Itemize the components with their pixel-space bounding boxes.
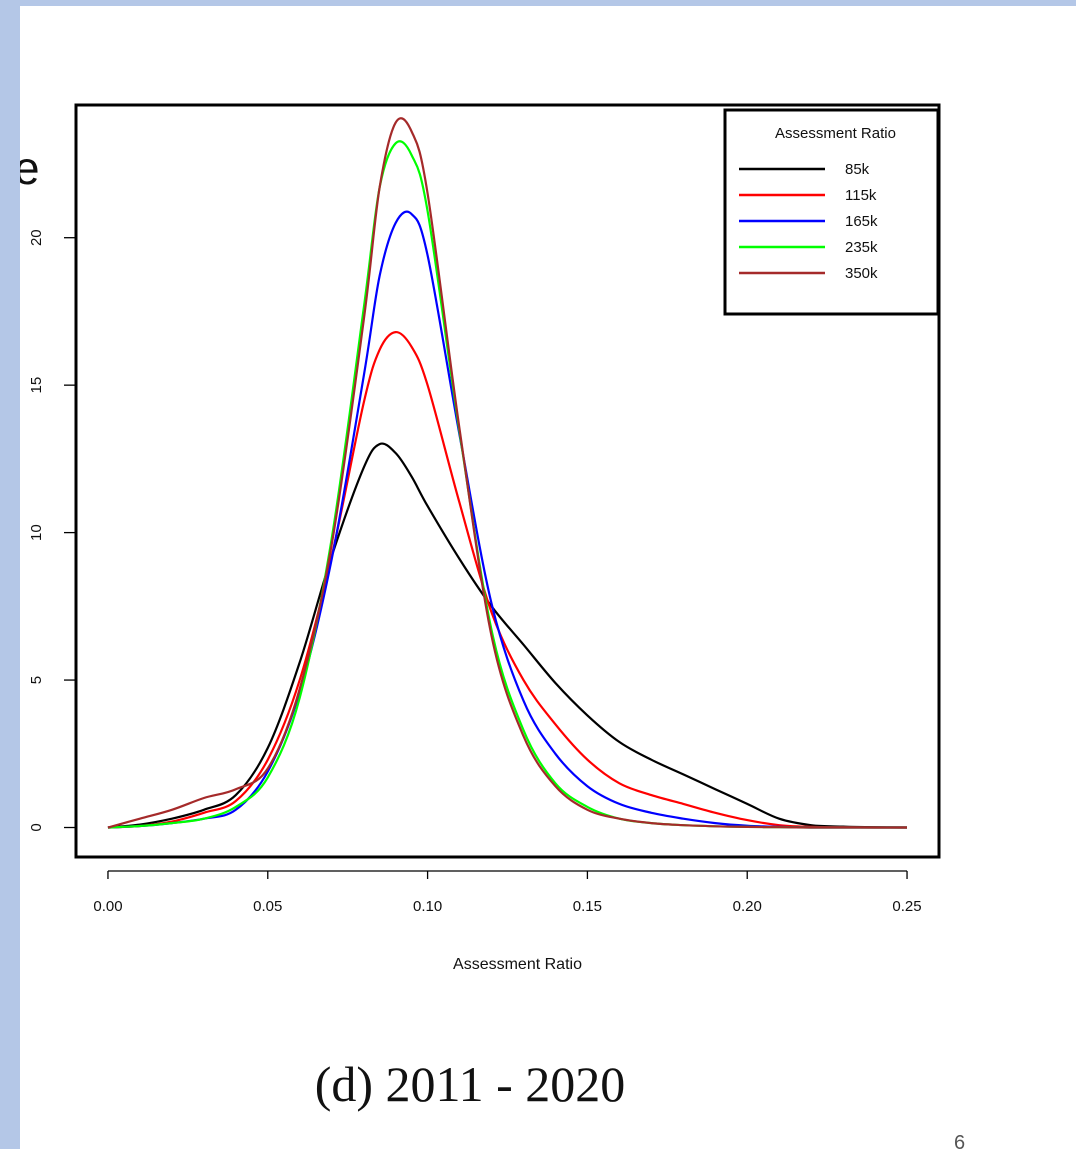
legend-box xyxy=(723,108,940,316)
x-tick-label: 0.15 xyxy=(573,898,602,915)
x-tick-label: 0.10 xyxy=(413,898,442,915)
page-number: 6 xyxy=(954,1132,965,1149)
y-tick-label: 0 xyxy=(28,823,45,831)
legend-label-115k: 115k xyxy=(845,187,877,204)
series-line-115k xyxy=(107,331,908,829)
y-tick-label: 15 xyxy=(28,377,45,394)
density-chart: e 0.00 0.05 0.10 0.15 0.20 0.25 Assessment Rat… xyxy=(20,103,965,1149)
x-axis-title: Assessment Ratio xyxy=(453,956,582,973)
legend-label-165k: 165k xyxy=(845,213,878,230)
series-line-350k xyxy=(107,117,907,829)
series-line-85k xyxy=(107,442,908,829)
x-tick-label: 0.00 xyxy=(93,898,122,915)
cutoff-text: e xyxy=(20,142,40,194)
y-tick-label: 5 xyxy=(28,676,45,684)
legend: Assessment Ratio 85k 115k 165k 235k 350k xyxy=(723,108,940,316)
y-tick-label: 20 xyxy=(28,229,45,246)
slide: e 0.00 0.05 0.10 0.15 0.20 0.25 Assessment Rat… xyxy=(20,6,1076,1149)
figure-caption: (d) 2011 - 2020 xyxy=(315,1056,626,1112)
x-tick-label: 0.20 xyxy=(733,898,762,915)
legend-label-350k: 350k xyxy=(845,265,878,282)
x-tick-label: 0.05 xyxy=(253,898,282,915)
legend-title: Assessment Ratio xyxy=(775,125,896,142)
axes: 0.00 0.05 0.10 0.15 0.20 0.25 Assessment Ratio… xyxy=(28,103,941,973)
x-tick-label: 0.25 xyxy=(892,898,921,915)
legend-label-235k: 235k xyxy=(845,239,878,256)
plot-area xyxy=(107,117,908,829)
legend-label-85k: 85k xyxy=(845,161,870,178)
y-tick-label: 10 xyxy=(28,524,45,541)
plot-frame xyxy=(74,103,941,859)
